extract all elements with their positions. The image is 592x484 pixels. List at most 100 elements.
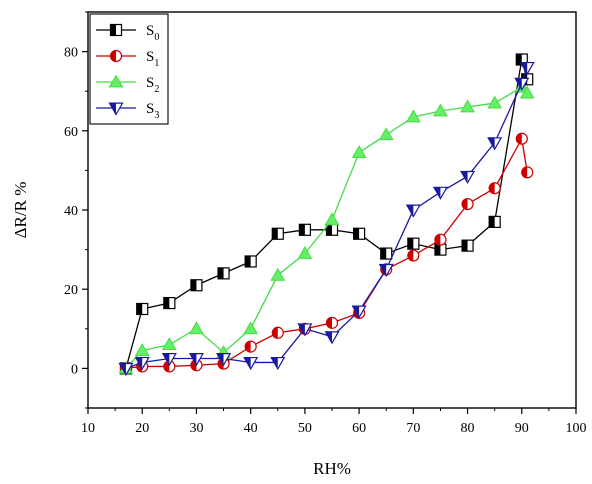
data-point <box>519 61 535 76</box>
legend-label: S3 <box>146 101 159 121</box>
marker-fill <box>326 224 332 236</box>
data-point <box>324 331 340 345</box>
legend-item: S0 <box>96 23 159 43</box>
marker-body <box>378 127 394 141</box>
marker-body <box>108 74 124 88</box>
data-point <box>118 362 134 377</box>
legend-label-subscript: 2 <box>154 84 159 95</box>
legend-item: S2 <box>96 74 159 95</box>
marker-body <box>487 95 503 109</box>
legend-item: S1 <box>96 49 159 69</box>
data-point <box>297 323 313 337</box>
data-point <box>161 337 177 351</box>
marker-body <box>161 337 177 351</box>
marker-body <box>243 321 259 335</box>
marker-fill <box>488 137 495 150</box>
marker-fill <box>462 240 468 252</box>
marker-fill <box>462 198 468 210</box>
legend-label-subscript: 3 <box>154 110 159 121</box>
marker-fill <box>217 353 224 365</box>
x-tick-label: 10 <box>81 421 95 436</box>
marker-body <box>351 145 367 158</box>
data-point <box>324 212 340 226</box>
data-point <box>163 296 176 310</box>
marker-body <box>405 109 421 123</box>
data-point <box>136 302 149 316</box>
marker-fill <box>434 234 441 246</box>
marker-fill <box>352 306 360 318</box>
legend-label-base: S <box>146 75 154 91</box>
marker-fill <box>245 255 251 267</box>
data-point <box>270 267 286 281</box>
data-point <box>134 356 150 371</box>
marker-body <box>189 321 204 335</box>
y-axis-label: ΔR/R % <box>11 182 30 239</box>
marker-fill <box>162 353 170 365</box>
y-tick-label: 40 <box>64 204 78 219</box>
data-point <box>244 340 257 353</box>
data-point <box>407 237 420 250</box>
marker-body <box>134 343 150 356</box>
y-tick-label: 80 <box>64 46 78 61</box>
marker-fill <box>245 341 251 353</box>
data-point <box>380 247 393 260</box>
y-tick-label: 0 <box>71 362 78 377</box>
marker-body <box>433 103 448 117</box>
data-point <box>270 356 286 371</box>
marker-fill <box>272 228 278 240</box>
marker-fill <box>272 327 278 339</box>
data-point <box>217 267 230 280</box>
data-point <box>351 305 367 319</box>
data-point <box>461 239 474 252</box>
data-point <box>298 223 311 236</box>
data-point <box>243 356 259 371</box>
data-point <box>514 77 530 91</box>
y-tick-label: 20 <box>64 283 78 298</box>
marker-fill <box>520 62 528 74</box>
legend-marker <box>109 23 123 37</box>
data-point <box>378 263 394 278</box>
series-s3 <box>118 61 535 377</box>
data-point <box>407 249 420 262</box>
marker-fill <box>353 228 360 240</box>
legend-label: S2 <box>146 75 159 95</box>
data-point <box>325 316 339 329</box>
marker-fill <box>163 297 170 309</box>
marker-fill <box>489 182 495 194</box>
x-tick-label: 40 <box>244 421 258 436</box>
legend-box <box>89 13 169 125</box>
data-point <box>519 85 535 99</box>
marker-body <box>460 99 475 113</box>
marker-fill <box>516 54 522 66</box>
marker-fill <box>516 133 522 145</box>
marker-fill <box>244 357 251 369</box>
marker-body <box>324 212 340 226</box>
x-tick-label: 30 <box>189 421 203 436</box>
marker-fill <box>135 357 143 369</box>
data-point <box>271 227 284 240</box>
legend-label: S1 <box>146 49 159 69</box>
data-point <box>488 215 501 228</box>
legend-marker <box>109 49 123 63</box>
marker-fill <box>109 103 116 115</box>
data-point <box>405 109 421 123</box>
marker-fill <box>136 303 143 315</box>
legend-label: S0 <box>146 23 159 43</box>
legend-label-base: S <box>146 101 154 117</box>
legend-marker <box>108 74 124 88</box>
marker-fill <box>380 248 387 260</box>
marker-fill <box>489 216 495 228</box>
x-tick-label: 100 <box>566 421 587 436</box>
marker-fill <box>326 317 332 329</box>
marker-body <box>297 246 313 259</box>
x-tick-label: 80 <box>461 421 475 436</box>
marker-fill <box>434 244 441 256</box>
legend-label-subscript: 1 <box>154 58 159 69</box>
y-tick-label: 60 <box>64 125 78 140</box>
marker-fill <box>325 331 332 344</box>
data-point <box>461 197 474 211</box>
marker-fill <box>299 224 305 236</box>
